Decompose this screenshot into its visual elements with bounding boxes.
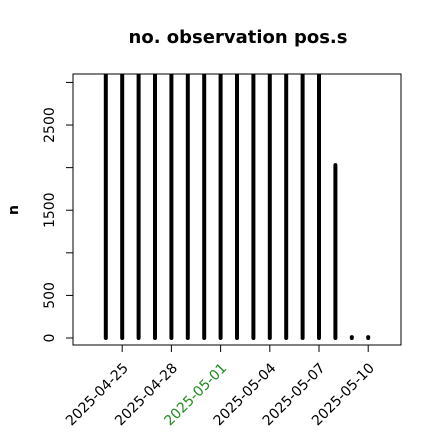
y-axis-label: n [6, 205, 22, 215]
y-tick-label: 1500 [42, 192, 58, 228]
y-tick-label: 500 [42, 282, 58, 309]
plot-area [103, 74, 371, 341]
chart-title: no. observation pos.s [129, 27, 348, 48]
y-tick-label: 0 [42, 334, 58, 343]
y-tick-label: 2500 [42, 107, 58, 143]
